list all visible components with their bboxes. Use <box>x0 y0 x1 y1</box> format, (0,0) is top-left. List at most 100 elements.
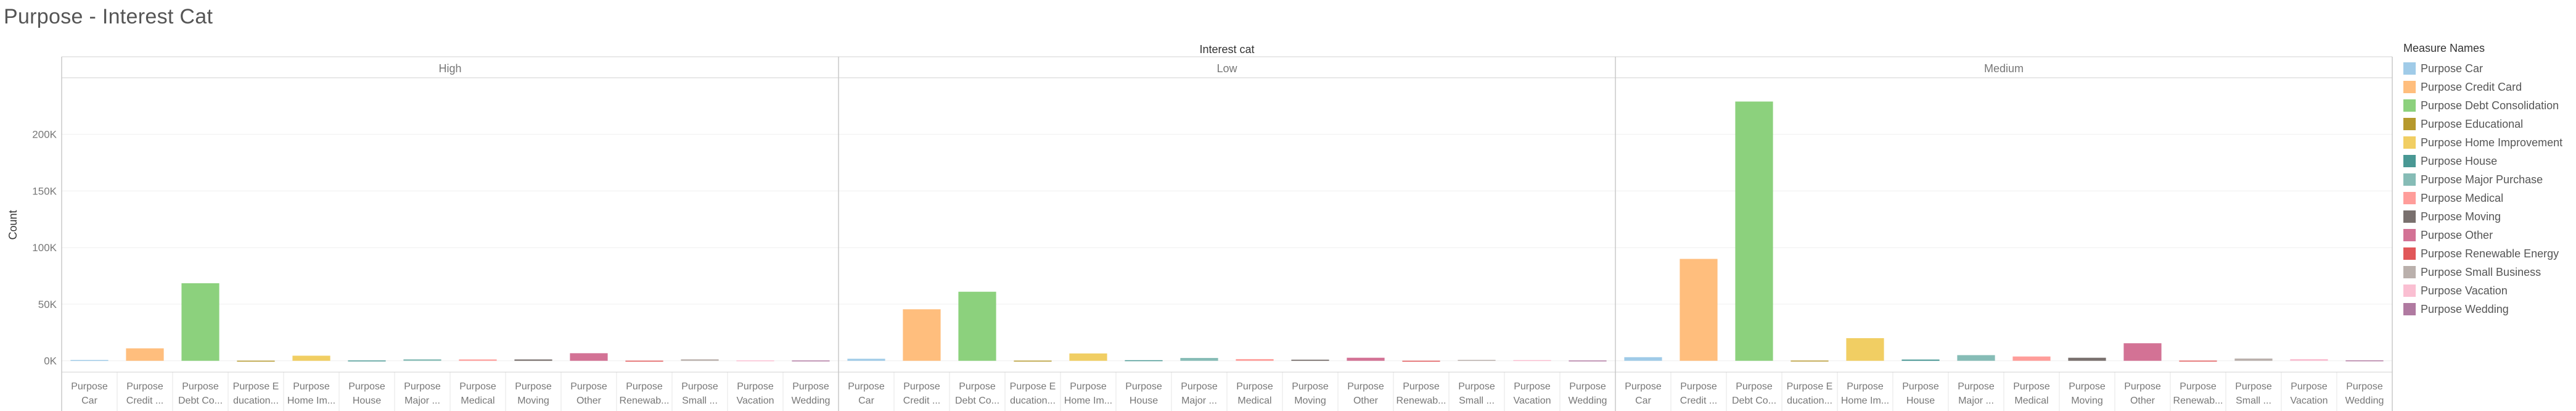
x-tick-label-line1: Purpose E <box>233 381 279 392</box>
bar-medium-5 <box>1846 338 1884 361</box>
x-tick-label-line1: Purpose <box>1625 381 1662 392</box>
x-tick-label-line1: Purpose <box>1181 381 1218 392</box>
x-tick-label-line2: House <box>353 396 381 406</box>
bar-high-13 <box>736 360 774 362</box>
x-tick-label-line2: Vacation <box>736 396 774 406</box>
x-tick-label-line2: Home Im... <box>287 396 335 406</box>
bar-low-11 <box>1402 360 1440 362</box>
x-tick-label-line1: Purpose <box>2291 381 2328 392</box>
x-tick-label-line1: Purpose <box>2346 381 2383 392</box>
legend-item: Purpose Vacation <box>2403 281 2570 300</box>
x-tick-label-line2: ducation... <box>233 396 279 406</box>
bar-medium-2 <box>1680 259 1718 361</box>
x-tick-label-line1: Purpose <box>1736 381 1773 392</box>
legend-label: Purpose Renewable Energy <box>2421 247 2559 260</box>
bar-high-3 <box>181 283 219 361</box>
bar-medium-13 <box>2290 359 2328 361</box>
x-tick-label-line1: Purpose <box>626 381 663 392</box>
legend-swatch <box>2403 136 2416 149</box>
legend-swatch <box>2403 192 2416 204</box>
bar-medium-1 <box>1624 357 1662 361</box>
x-tick-label-line2: Major ... <box>1958 396 1994 406</box>
bar-high-7 <box>403 359 441 361</box>
bar-low-7 <box>1180 358 1218 361</box>
legend-label: Purpose Small Business <box>2421 265 2541 278</box>
x-tick-label-line1: Purpose <box>1125 381 1162 392</box>
x-tick-label-line2: Vacation <box>1513 396 1551 406</box>
x-tick-label-line1: Purpose <box>1847 381 1884 392</box>
legend-swatch <box>2403 81 2416 93</box>
x-tick-label-line1: Purpose <box>2069 381 2106 392</box>
x-tick-label-line1: Purpose <box>404 381 441 392</box>
x-tick-label-line1: Purpose <box>459 381 496 392</box>
legend-item: Purpose Renewable Energy <box>2403 244 2570 263</box>
legend-item: Purpose Moving <box>2403 207 2570 226</box>
bar-low-13 <box>1513 360 1551 362</box>
legend-label: Purpose Other <box>2421 228 2493 241</box>
x-tick-label-line1: Purpose <box>1514 381 1551 392</box>
x-tick-label-line1: Purpose <box>1236 381 1273 392</box>
legend-item: Purpose Wedding <box>2403 300 2570 318</box>
bar-medium-6 <box>1901 359 1940 361</box>
x-tick-label-line1: Purpose <box>792 381 829 392</box>
legend-swatch <box>2403 303 2416 315</box>
x-tick-label-line2: Other <box>1353 396 1379 406</box>
legend-label: Purpose Car <box>2421 62 2484 75</box>
x-tick-label-line2: Moving <box>1294 396 1326 406</box>
x-tick-label-line2: Vacation <box>2290 396 2328 406</box>
x-tick-label-line1: Purpose <box>348 381 385 392</box>
bar-low-2 <box>903 309 941 361</box>
x-tick-label-line2: Other <box>576 396 602 406</box>
legend-item: Purpose Home Improvement <box>2403 133 2570 152</box>
legend-item: Purpose Medical <box>2403 189 2570 207</box>
x-tick-label-line1: Purpose E <box>1010 381 1056 392</box>
x-tick-label-line2: Medical <box>1237 396 1271 406</box>
x-tick-label-line1: Purpose <box>1070 381 1107 392</box>
bar-medium-3 <box>1735 101 1773 361</box>
y-tick-label: 50K <box>38 299 57 310</box>
bar-high-12 <box>681 359 719 361</box>
legend-swatch <box>2403 99 2416 112</box>
x-tick-label-line2: Debt Co... <box>1732 396 1776 406</box>
x-tick-label-line2: Medical <box>461 396 494 406</box>
x-tick-label-line2: Wedding <box>792 396 831 406</box>
x-tick-label-line1: Purpose <box>2124 381 2161 392</box>
panel-header-high: High <box>438 62 461 75</box>
x-tick-label-line2: Wedding <box>1569 396 1607 406</box>
x-tick-label-line2: Small ... <box>682 396 718 406</box>
bar-high-11 <box>625 360 663 362</box>
legend-swatch <box>2403 229 2416 241</box>
legend-label: Purpose Debt Consolidation <box>2421 99 2559 112</box>
x-tick-label-line2: Credit ... <box>126 396 163 406</box>
bar-low-14 <box>1569 360 1607 362</box>
x-tick-label-line2: Car <box>858 396 874 406</box>
bar-high-4 <box>237 360 275 362</box>
x-tick-label-line2: Other <box>2130 396 2156 406</box>
bar-high-2 <box>126 348 164 361</box>
legend-label: Purpose House <box>2421 154 2498 167</box>
legend-item: Purpose Credit Card <box>2403 78 2570 96</box>
x-tick-label-line1: Purpose <box>1292 381 1329 392</box>
y-tick-label: 200K <box>32 129 57 141</box>
legend-label: Purpose Moving <box>2421 210 2501 223</box>
x-tick-label-line1: Purpose <box>903 381 940 392</box>
x-tick-label-line2: Small ... <box>2236 396 2271 406</box>
legend: Measure Names Purpose Car Purpose Credit … <box>2403 42 2570 318</box>
x-tick-label-line1: Purpose <box>293 381 330 392</box>
legend-swatch <box>2403 247 2416 260</box>
legend-item: Purpose Small Business <box>2403 263 2570 281</box>
legend-item: Purpose Educational <box>2403 115 2570 133</box>
y-tick-label: 150K <box>32 185 57 197</box>
x-tick-label-line2: Home Im... <box>1841 396 1889 406</box>
bar-low-3 <box>958 291 996 361</box>
x-tick-label-line2: Major ... <box>404 396 440 406</box>
x-tick-label-line1: Purpose <box>1347 381 1384 392</box>
x-tick-label-line2: House <box>1906 396 1935 406</box>
x-tick-label-line1: Purpose <box>2235 381 2272 392</box>
faceted-bar-chart: Interest cat Count 0K 50K 100K 150K 200K High Pu… <box>7 43 2393 411</box>
bar-high-14 <box>792 360 830 362</box>
y-tick-label: 0K <box>44 355 57 367</box>
x-tick-label-line1: Purpose <box>515 381 552 392</box>
bar-high-5 <box>292 355 330 361</box>
x-tick-label-line1: Purpose <box>126 381 163 392</box>
